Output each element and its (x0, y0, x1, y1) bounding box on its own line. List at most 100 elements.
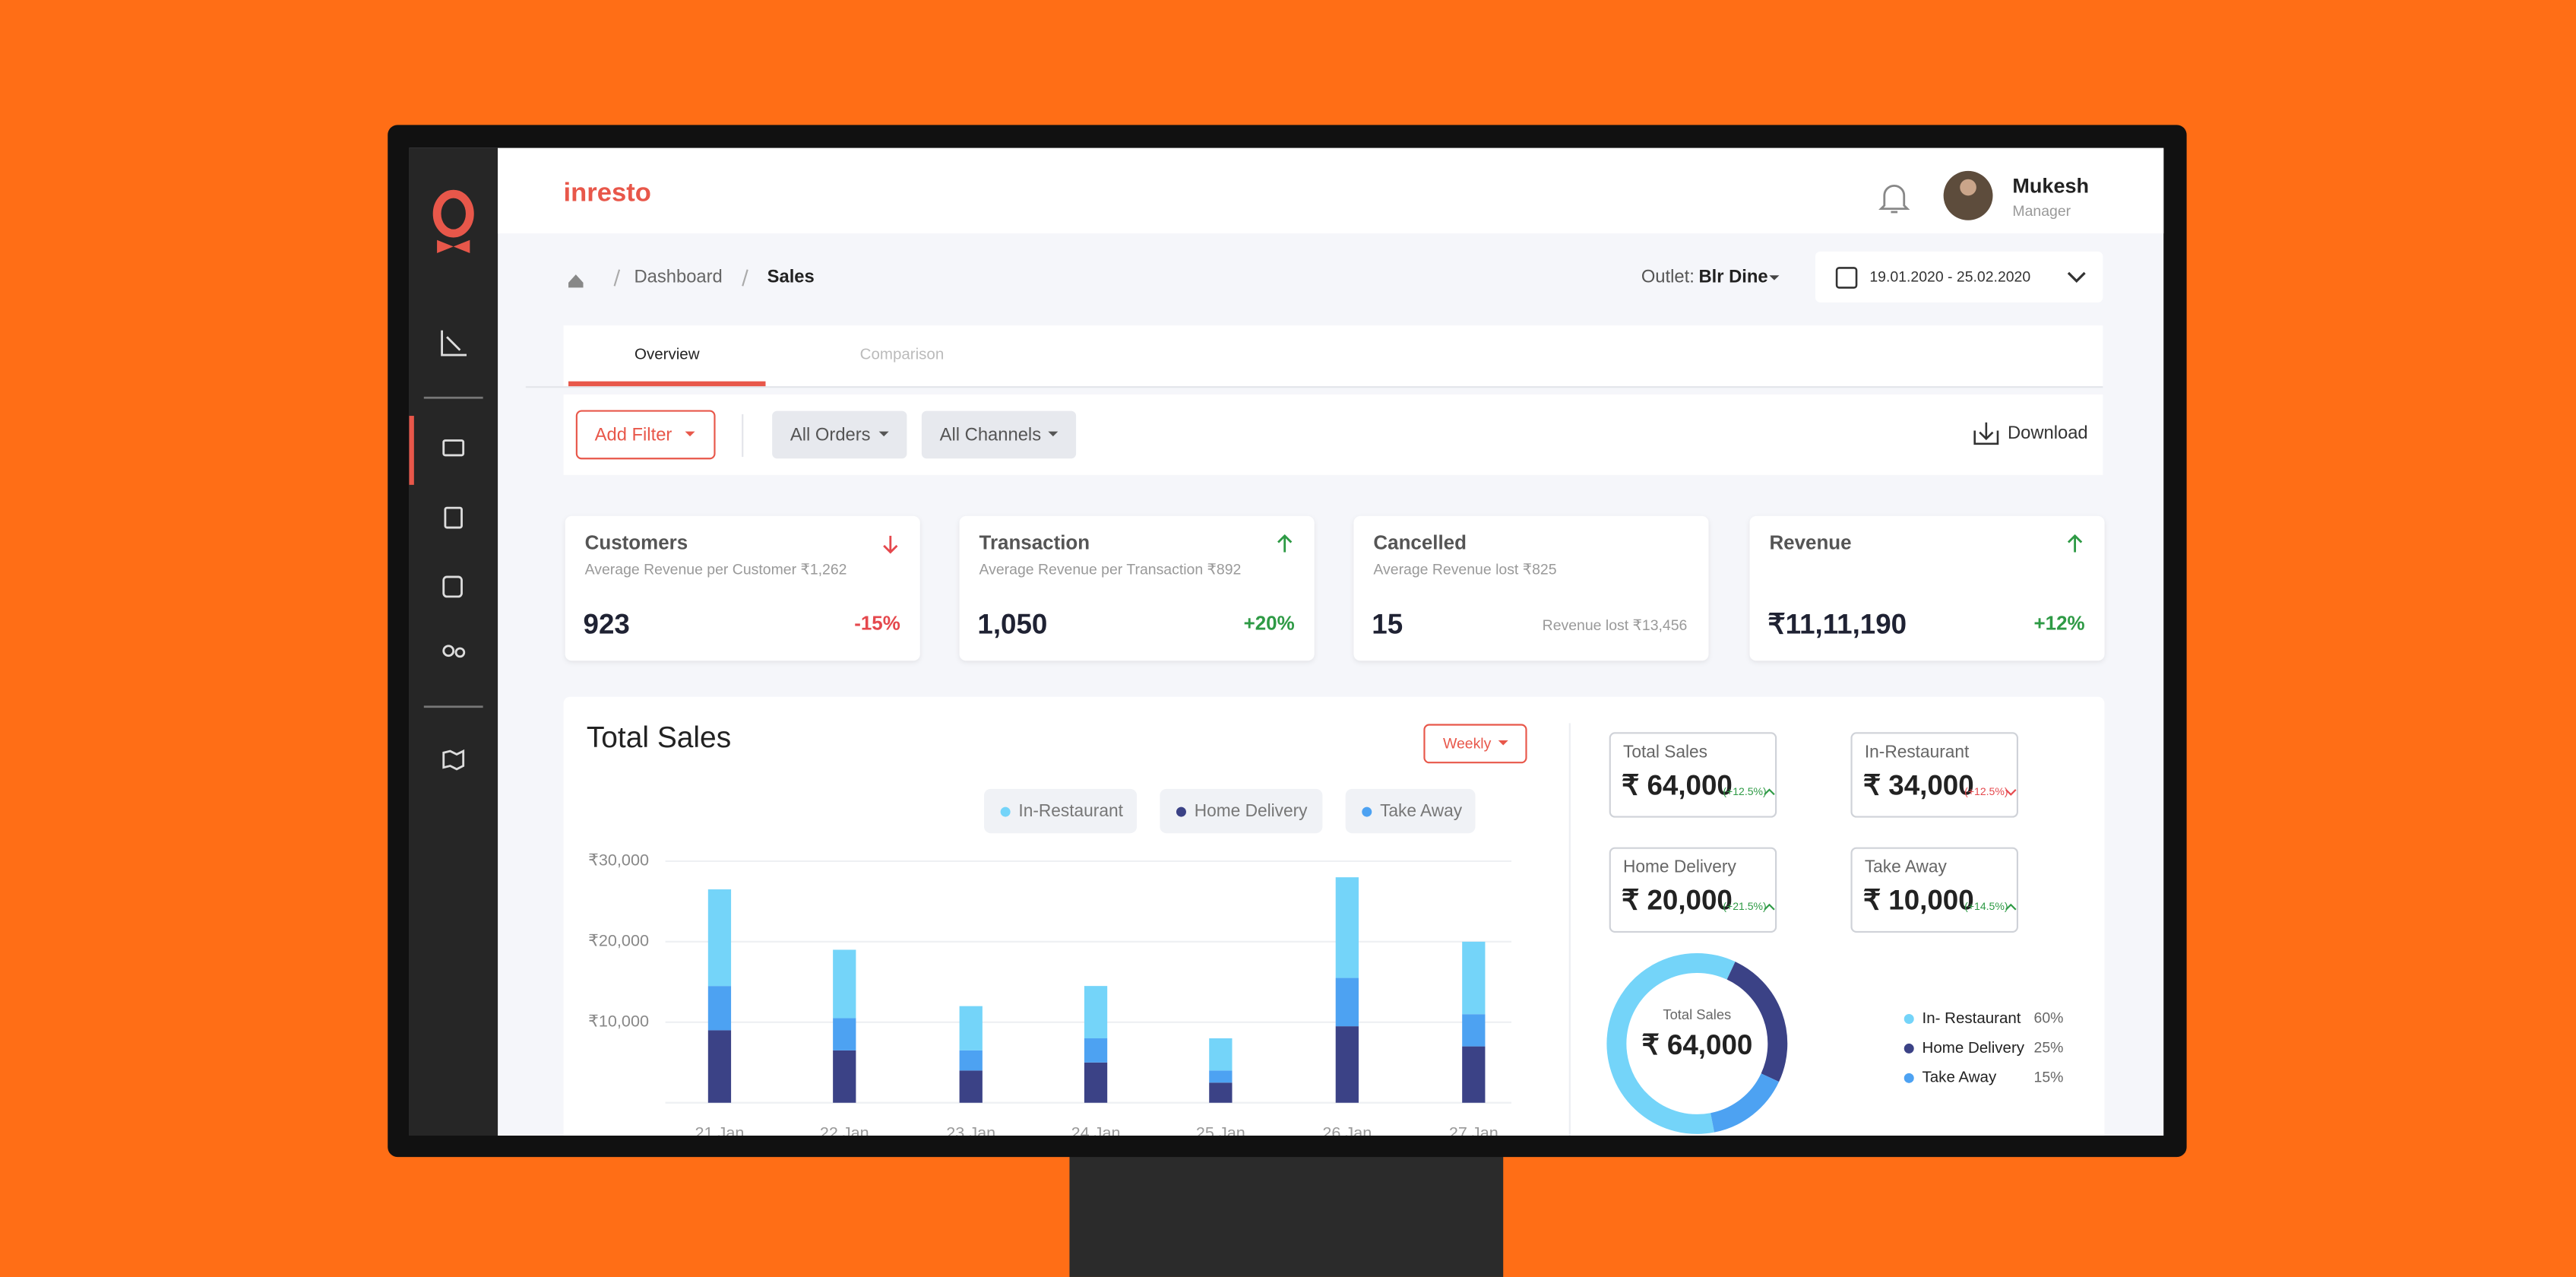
outlet-value[interactable]: Blr Dine (1698, 267, 1767, 287)
bar-segment (1462, 941, 1486, 1015)
sidebar-icons (423, 330, 483, 771)
download-link[interactable]: Download (2008, 423, 2088, 443)
logo-mark (432, 189, 474, 254)
kpi-arrow (2067, 534, 2083, 553)
summary-value: ₹ 64,000 (1622, 769, 1733, 800)
nav-icon[interactable] (442, 645, 455, 658)
screen: inresto Mukesh Manager Dashboard Sales Outlet… (409, 147, 2164, 1142)
top-bar (498, 147, 2164, 234)
summary-label: Home Delivery (1623, 857, 1736, 876)
kpi-subtitle: Average Revenue per Transaction ₹892 (979, 561, 1242, 578)
legend-dot (1000, 806, 1011, 817)
summary-change: (+14.5%) (1964, 900, 2008, 912)
donut-segment (1710, 1073, 1780, 1133)
legend-pill[interactable] (1160, 788, 1323, 834)
download-icon[interactable] (1973, 422, 1999, 445)
legend-label: Take Away (1380, 800, 1463, 820)
donut-segment (1606, 953, 1736, 1134)
summary-value: ₹ 34,000 (1863, 769, 1974, 800)
summary-label: In-Restaurant (1865, 741, 1970, 761)
x-tick-label: 27 Jan (1449, 1123, 1498, 1142)
legend-dot (1904, 1043, 1914, 1054)
bar-segment (959, 1070, 983, 1103)
bell-icon[interactable] (1878, 184, 1910, 214)
bar-segment (1084, 1062, 1108, 1103)
kpi-arrow (883, 535, 898, 554)
bar-segment (707, 889, 732, 987)
caret (1498, 740, 1508, 746)
nav-icon[interactable] (442, 749, 465, 771)
x-tick-label: 22 Jan (820, 1123, 869, 1142)
legend-pill[interactable] (1345, 788, 1476, 834)
kpi-card (1749, 515, 2105, 661)
kpi-change: -15% (854, 613, 900, 634)
legend-value: 60% (2034, 1010, 2064, 1027)
calendar-icon (1835, 267, 1858, 289)
kpi-value: 923 (584, 608, 630, 639)
tab-bar (563, 325, 2103, 387)
legend-label: Take Away (1923, 1069, 1997, 1086)
filter-button[interactable]: All Channels (940, 424, 1042, 445)
caret (1048, 431, 1059, 437)
summary-card (1609, 847, 1777, 933)
bar-segment (959, 1050, 983, 1071)
trend-chevron (2005, 789, 2017, 796)
kpi-change: +20% (1244, 613, 1295, 634)
channels-dropdown[interactable] (921, 410, 1077, 459)
period-button[interactable] (1423, 724, 1527, 764)
kpi-arrow (1277, 534, 1293, 553)
summary-label: Total Sales (1623, 741, 1707, 761)
bar-segment (1084, 1038, 1108, 1063)
summary-label: Take Away (1865, 857, 1948, 876)
filter-button[interactable]: All Orders (790, 424, 871, 445)
trend-chevron (1764, 788, 1775, 796)
summary-value: ₹ 10,000 (1863, 885, 1974, 916)
bar-segment (1084, 986, 1108, 1039)
kpi-value: 15 (1372, 608, 1403, 639)
caret (878, 431, 889, 437)
tab[interactable]: Overview (635, 345, 700, 363)
kpi-value: ₹11,11,190 (1767, 608, 1907, 639)
chevron-icon[interactable] (2067, 271, 2086, 284)
period-label[interactable]: Weekly (1443, 736, 1492, 753)
breadcrumb-separator (613, 269, 621, 287)
breadcrumb-separator (742, 269, 748, 287)
bar-segment (1209, 1070, 1233, 1083)
bar-segment (1462, 1014, 1486, 1047)
brand: inresto (564, 178, 651, 207)
kpi-subtitle: Average Revenue lost ₹825 (1373, 561, 1556, 578)
legend-dot (1904, 1073, 1914, 1083)
nav-icon[interactable] (444, 506, 463, 529)
y-tick-label: ₹10,000 (588, 1012, 649, 1031)
bar-segment (959, 1006, 983, 1050)
tab[interactable]: Comparison (860, 345, 945, 363)
legend-label: Home Delivery (1195, 800, 1308, 820)
nav-icon[interactable] (442, 439, 465, 457)
bar-segment (1209, 1082, 1233, 1103)
donut-segment (1726, 962, 1788, 1082)
orders-dropdown[interactable] (772, 410, 907, 459)
summary-change: (+12.5%) (1723, 785, 1766, 797)
x-tick-label: 23 Jan (946, 1123, 995, 1142)
kpi-title: Revenue (1769, 533, 1851, 554)
nav-icon[interactable] (442, 575, 463, 598)
kpi-value: 1,050 (977, 608, 1047, 639)
donut-title: Total Sales (1663, 1006, 1731, 1022)
home-icon[interactable] (568, 274, 584, 288)
filter-button[interactable]: Add Filter (595, 424, 672, 445)
tab-underline (568, 381, 766, 387)
trend-chevron (1764, 903, 1775, 911)
nav-icon[interactable] (441, 330, 467, 356)
date-picker[interactable] (1815, 251, 2103, 303)
bar-segment (1335, 1026, 1359, 1103)
trend-chevron (2005, 903, 2017, 911)
add-filter-button[interactable] (575, 410, 716, 460)
legend-pill[interactable] (984, 788, 1138, 834)
summary-card (1609, 732, 1777, 818)
breadcrumb[interactable]: Dashboard (635, 267, 723, 287)
user-role: Manager (2012, 203, 2071, 220)
donut-value: ₹ 64,000 (1641, 1029, 1752, 1060)
legend-dot (1362, 806, 1372, 817)
